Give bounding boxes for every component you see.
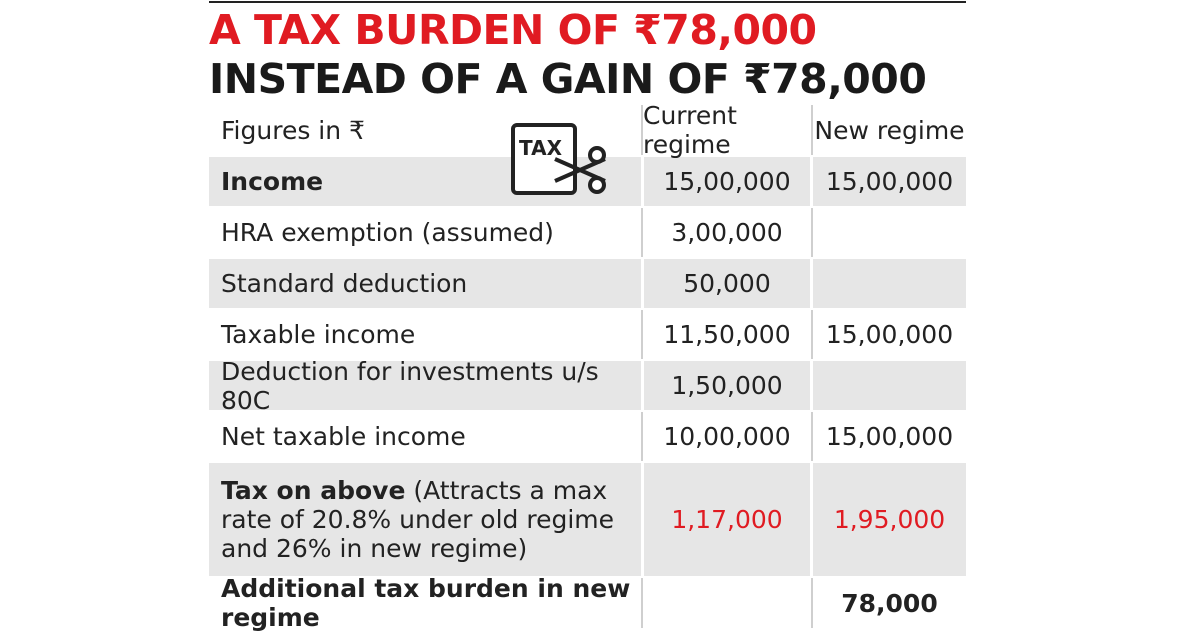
current-value: 3,00,000 <box>641 208 813 257</box>
new-value: 15,00,000 <box>825 422 954 451</box>
new-value <box>813 259 966 308</box>
new-value <box>813 361 966 410</box>
column-header-current: Current regime <box>641 101 813 159</box>
column-header-new: New regime <box>814 115 965 145</box>
new-value: 78,000 <box>841 588 938 618</box>
current-value: 1,50,000 <box>641 361 813 410</box>
current-value: 15,00,000 <box>641 157 813 206</box>
table-row-hra: HRA exemption (assumed) 3,00,000 <box>209 208 966 259</box>
table-row-net-taxable-income: Net taxable income 10,00,000 15,00,000 <box>209 412 966 463</box>
new-value <box>813 208 966 257</box>
tax-comparison-table: Figures in ₹ TAX Current regime New regi… <box>209 101 966 632</box>
headline-rest: INSTEAD OF A GAIN OF ₹78,000 <box>209 55 927 103</box>
table-row-80c-deduction: Deduction for investments u/s 80C 1,50,0… <box>209 356 966 415</box>
row-label: Income <box>221 167 324 196</box>
row-label-note: (Attracts a max rate of 20.8% under old … <box>221 476 615 563</box>
figures-note-text: Figures in ₹ <box>221 115 365 145</box>
tax-scissors-icon: TAX <box>511 123 606 195</box>
headline-highlight: A TAX BURDEN OF ₹78,000 <box>209 6 817 54</box>
row-label: Standard deduction <box>221 269 468 298</box>
top-rule <box>209 1 966 3</box>
current-value: 1,17,000 <box>641 463 813 576</box>
row-label: Deduction for investments u/s 80C <box>221 356 599 415</box>
row-label: Net taxable income <box>221 422 466 451</box>
row-label-bold: Tax on above <box>221 476 406 505</box>
headline: A TAX BURDEN OF ₹78,000 INSTEAD OF A GAI… <box>209 6 969 104</box>
table-row-standard-deduction: Standard deduction 50,000 <box>209 259 966 310</box>
table-row-taxable-income: Taxable income 11,50,000 15,00,000 <box>209 310 966 361</box>
new-value: 15,00,000 <box>825 167 954 196</box>
table-row-tax-on-above: Tax on above (Attracts a max rate of 20.… <box>209 463 966 578</box>
tax-icon-text: TAX <box>519 136 563 160</box>
current-value <box>641 578 813 628</box>
new-value: 15,00,000 <box>825 320 954 349</box>
row-label: Additional tax burden in new regime <box>221 574 631 632</box>
row-label: Tax on above (Attracts a max rate of 20.… <box>209 463 641 576</box>
current-value: 11,50,000 <box>641 310 813 359</box>
new-value: 1,95,000 <box>833 505 946 534</box>
table-header-row: Figures in ₹ TAX Current regime New regi… <box>209 101 966 195</box>
row-label: Taxable income <box>221 320 416 349</box>
current-value: 50,000 <box>641 259 813 308</box>
figures-note: Figures in ₹ TAX <box>209 105 641 195</box>
current-value: 10,00,000 <box>641 412 813 461</box>
row-label: HRA exemption (assumed) <box>221 218 554 247</box>
table-row-additional-burden: Additional tax burden in new regime 78,0… <box>209 574 966 632</box>
